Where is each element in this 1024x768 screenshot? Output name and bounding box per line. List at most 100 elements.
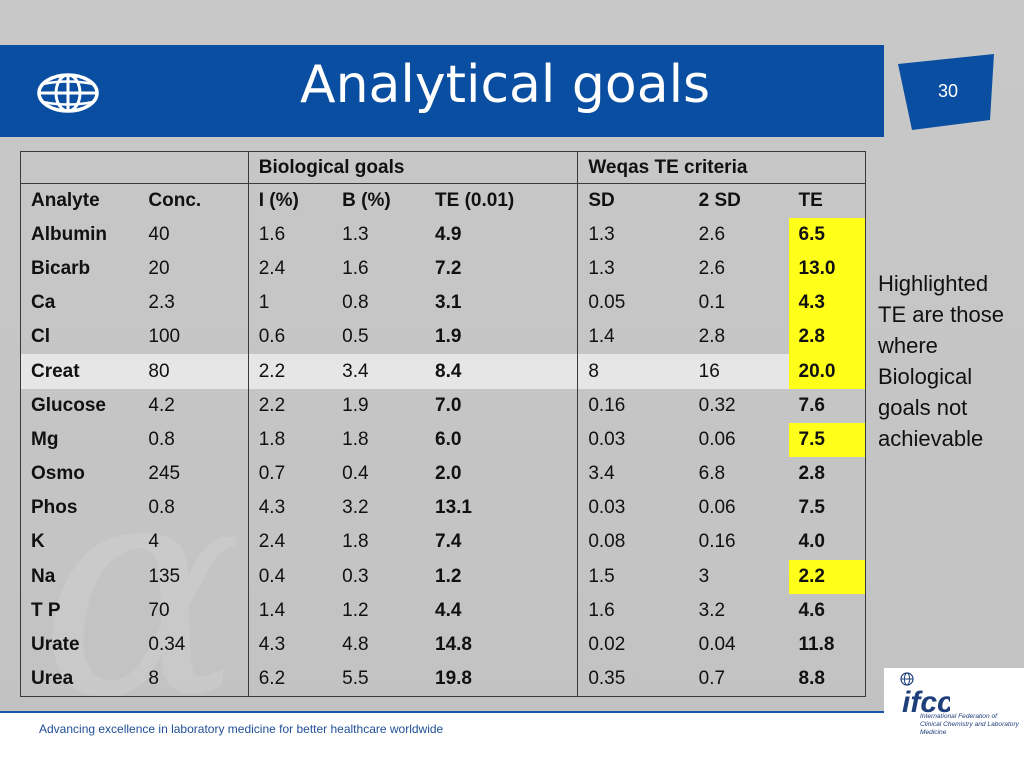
table-cell: 6.2 [247, 662, 333, 697]
table-cell: 0.08 [577, 525, 689, 560]
table-row: Na 135 0.4 0.3 1.2 1.5 3 2.2 [21, 559, 866, 594]
table-cell: 135 [148, 565, 181, 587]
analyte-cell: Albumin [31, 223, 107, 245]
table-cell: 8.8 [798, 667, 825, 689]
table-cell: 19.8 [435, 667, 472, 689]
analyte-cell: Bicarb [31, 257, 91, 279]
table-cell: 2.2 [247, 388, 333, 423]
table-cell: 1.4 [577, 320, 689, 355]
table-cell: 0.03 [577, 491, 689, 526]
table-cell: 1.4 [247, 593, 333, 628]
table-cell: 0.7 [247, 457, 333, 492]
analyte-cell: Glucose [31, 394, 106, 416]
weqas-criteria-label: Weqas TE criteria [588, 156, 748, 178]
table-cell: 1.6 [342, 257, 369, 279]
table-cell: 7.0 [435, 394, 462, 416]
table-cell: 0.4 [342, 463, 369, 485]
table-cell: 4.3 [247, 491, 333, 526]
table-cell: 4.8 [342, 634, 369, 656]
table-cell: 2.4 [247, 251, 333, 287]
table-cell: 0.8 [148, 497, 175, 519]
table-cell: 0.16 [577, 388, 689, 423]
table-cell: 2.3 [148, 292, 175, 314]
weqas-criteria-header: Weqas TE criteria [577, 151, 866, 184]
table-cell: 3.2 [342, 497, 369, 519]
table-cell: 4 [148, 531, 159, 553]
analyte-cell: Urate [31, 634, 80, 656]
table-cell: 4.9 [435, 223, 462, 245]
footer-band [0, 713, 884, 768]
column-header: SD [577, 182, 689, 218]
table-cell: 2.8 [798, 463, 825, 485]
table-cell: 6.5 [788, 217, 866, 252]
table-cell: 11.8 [798, 634, 835, 656]
table-cell: 20 [148, 257, 170, 279]
analytical-goals-table: Biological goals Weqas TE criteria Analy… [20, 151, 866, 697]
biological-goals-label: Biological goals [258, 156, 405, 178]
analyte-cell: Creat [20, 354, 139, 389]
table-cell: 2.2 [247, 354, 333, 389]
table-cell: 1.2 [435, 565, 462, 587]
analyte-cell: Na [31, 565, 56, 587]
column-header: Conc. [138, 182, 249, 218]
ifcc-logo-text: ifcc [902, 686, 950, 719]
table-cell: 1.6 [577, 593, 689, 628]
table-cell: 0.05 [577, 286, 689, 321]
table-cell: 3.1 [435, 292, 462, 314]
table-cell: 13.0 [788, 251, 866, 287]
group-header-spacer [21, 152, 249, 184]
slide-title: Analytical goals [300, 55, 711, 115]
table-cell: 3.4 [577, 457, 689, 492]
table-cell: 0.03 [577, 422, 689, 457]
table-cell: 13.1 [435, 497, 472, 519]
ifcc-globe-icon [900, 672, 914, 686]
table-cell: 0.6 [247, 320, 333, 355]
table-cell: 0.16 [698, 531, 736, 553]
table-cell: 0.1 [698, 292, 726, 314]
table-cell: 0.06 [698, 497, 736, 519]
table-cell: 7.2 [435, 257, 462, 279]
column-header: 2 SD [688, 182, 789, 218]
biological-goals-header: Biological goals [247, 151, 578, 184]
table-cell: 1.8 [342, 531, 369, 553]
table-cell: 0.35 [577, 662, 689, 697]
table-cell: 8.4 [425, 354, 578, 389]
table-cell: 100 [148, 326, 181, 348]
table-cell: 0.8 [342, 292, 369, 314]
table-cell: 1.9 [342, 394, 369, 416]
table-cell: 1.3 [577, 217, 689, 252]
table-cell: 3 [698, 565, 710, 587]
table-row: T P 70 1.4 1.2 4.4 1.6 3.2 4.6 [21, 593, 866, 628]
table-row: Urate 0.34 4.3 4.8 14.8 0.02 0.04 11.8 [21, 627, 866, 663]
column-header: Analyte [20, 182, 139, 218]
column-header: TE (0.01) [425, 182, 578, 218]
footer-rule [0, 711, 884, 713]
table-cell: 2.8 [698, 326, 726, 348]
table-cell: 6.8 [698, 463, 726, 485]
table-cell: 2.4 [247, 525, 333, 560]
table-cell: 4.0 [798, 531, 825, 553]
ifcc-organization-name: International Federation of Clinical Che… [920, 713, 1019, 736]
table-cell: 14.8 [435, 634, 472, 656]
table-cell: 0.7 [698, 667, 726, 689]
table-cell: 6.0 [435, 428, 462, 450]
column-header: TE [788, 182, 866, 218]
table-cell: 3.2 [698, 599, 726, 621]
table-row: Ca 2.3 1 0.8 3.1 0.05 0.1 4.3 [21, 286, 866, 321]
table-cell: 8 [148, 667, 159, 689]
table-cell: 1.8 [247, 422, 333, 457]
table-cell: 7.4 [435, 531, 462, 553]
table-row: Creat 80 2.2 3.4 8.4 8 16 20.0 [20, 354, 866, 389]
table-cell: 0.5 [342, 326, 369, 348]
table-cell: 3.4 [332, 354, 426, 389]
table-cell: 2.8 [788, 320, 866, 355]
table-row: Glucose 4.2 2.2 1.9 7.0 0.16 0.32 7.6 [21, 388, 866, 423]
footer-tagline: Advancing excellence in laboratory medic… [39, 722, 444, 736]
analyte-cell: Urea [31, 667, 74, 689]
table-cell: 2.2 [788, 559, 866, 594]
table-cell: 2.6 [698, 257, 726, 279]
globe-icon [37, 73, 99, 113]
table-cell: 1.9 [435, 326, 462, 348]
table-cell: 4.2 [148, 394, 175, 416]
table-cell: 0.4 [247, 559, 333, 594]
